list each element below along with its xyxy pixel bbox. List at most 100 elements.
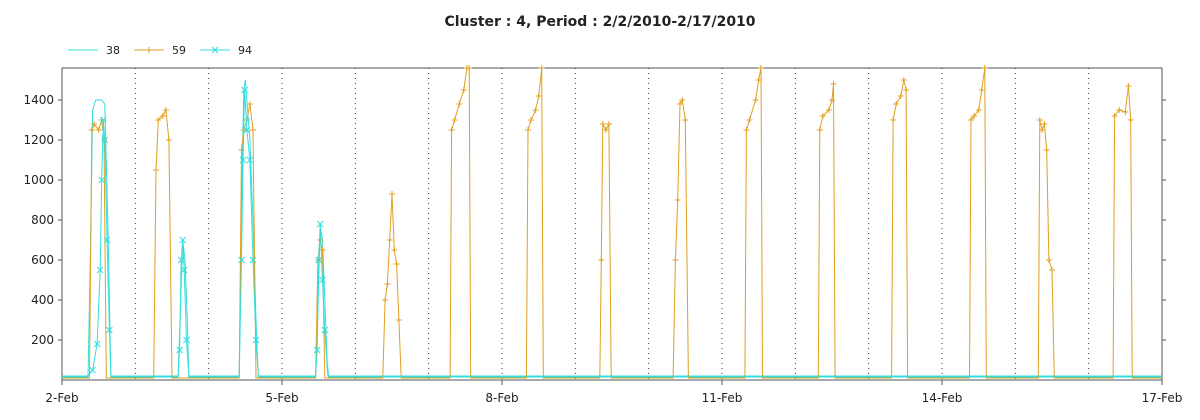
data-point-59 [890,117,897,123]
marker-d2 [180,266,188,274]
marker-d2 [249,256,257,264]
data-point-59 [599,121,606,127]
marker-d2 [183,336,190,344]
data-point-59 [978,87,985,93]
data-point-59 [900,77,907,83]
data-point-59 [1041,121,1048,127]
data-point-94 [313,346,321,354]
data-point-59 [395,317,402,323]
x-tick-label: 11-Feb [702,391,743,405]
marker-d2 [246,156,254,164]
data-point-94 [106,326,113,334]
data-point-59 [975,107,982,113]
data-point-59 [95,127,102,133]
data-point-59 [674,197,681,203]
data-point-59 [903,87,910,93]
marker-d2 [239,156,247,164]
data-point-94 [241,86,248,94]
data-point-59 [1039,127,1046,133]
data-point-59 [155,117,162,123]
legend-entry-38: 38 [68,44,120,57]
chart-title: Cluster : 4, Period : 2/2/2010-2/17/2010 [444,14,755,30]
plot-frame [61,67,1163,381]
data-point-59 [317,237,324,243]
data-point-59 [676,101,683,107]
data-point-59 [314,257,321,263]
marker-d2 [315,256,323,264]
data-point-59 [88,127,95,133]
y-tick-label: 1000 [23,173,54,187]
legend-label: 38 [106,44,120,57]
marker-d2 [243,126,251,134]
data-point-59 [682,117,689,123]
x-tick-label: 17-Feb [1142,391,1183,405]
marker-d2 [99,116,107,124]
legend-entry-59: 59 [134,44,186,57]
data-point-94 [249,256,257,264]
data-point-59 [382,297,389,303]
data-point-94 [246,156,254,164]
data-point-59 [743,127,750,133]
marker-d2 [319,276,326,284]
marker-d2 [103,236,111,244]
data-point-59 [524,127,531,133]
data-point-59 [746,117,753,123]
data-point-94 [103,236,111,244]
y-tick-label: 400 [31,293,54,307]
marker-d2 [179,236,187,244]
data-point-94 [316,220,324,228]
data-point-94 [177,256,185,264]
marker-d2 [321,326,329,334]
data-point-59 [532,107,539,113]
data-point-94 [243,126,251,134]
data-point-94 [93,340,101,348]
data-point-94 [180,266,188,274]
data-point-59 [451,117,458,123]
x-tick-label: 14-Feb [922,391,963,405]
marker-d2 [313,346,321,354]
data-point-59 [91,121,98,127]
data-point-94 [315,256,323,264]
data-point-94 [101,136,109,144]
data-point-59 [1111,113,1118,119]
data-point-59 [152,167,159,173]
marker-d2 [316,220,324,228]
data-point-94 [89,366,96,374]
series-94 [62,86,1162,377]
data-point-59 [825,107,832,113]
data-point-59 [971,113,978,119]
data-point-59 [528,117,535,123]
data-point-59 [897,93,904,99]
data-point-94 [238,256,245,264]
data-point-59 [165,137,172,143]
data-point-59 [752,97,759,103]
data-point-59 [968,117,975,123]
data-point-59 [830,81,837,87]
data-point-59 [393,261,400,267]
data-point-94 [252,336,260,344]
y-tick-label: 1400 [23,93,54,107]
data-point-59 [755,77,762,83]
marker-d2 [98,176,106,184]
series-line-94 [62,89,1162,377]
data-point-59 [246,101,253,107]
marker-d2 [177,256,185,264]
data-point-59 [829,97,835,103]
marker-d2 [96,266,104,274]
data-point-59 [1122,109,1129,115]
data-point-59 [466,65,473,71]
data-point-59 [981,65,988,71]
y-tick-label: 1200 [23,133,54,147]
x-tick-label: 5-Feb [265,391,298,405]
legend-label: 59 [172,44,186,57]
marker-d2 [106,326,113,334]
data-point-59 [757,65,764,71]
data-point-59 [384,281,391,287]
data-point-59 [598,257,605,263]
data-point-59 [893,101,900,107]
marker-d2 [89,366,96,374]
data-point-59 [448,127,455,133]
legend-entry-94: 94 [200,44,252,57]
data-point-59 [159,113,166,119]
data-point-94 [176,346,183,354]
